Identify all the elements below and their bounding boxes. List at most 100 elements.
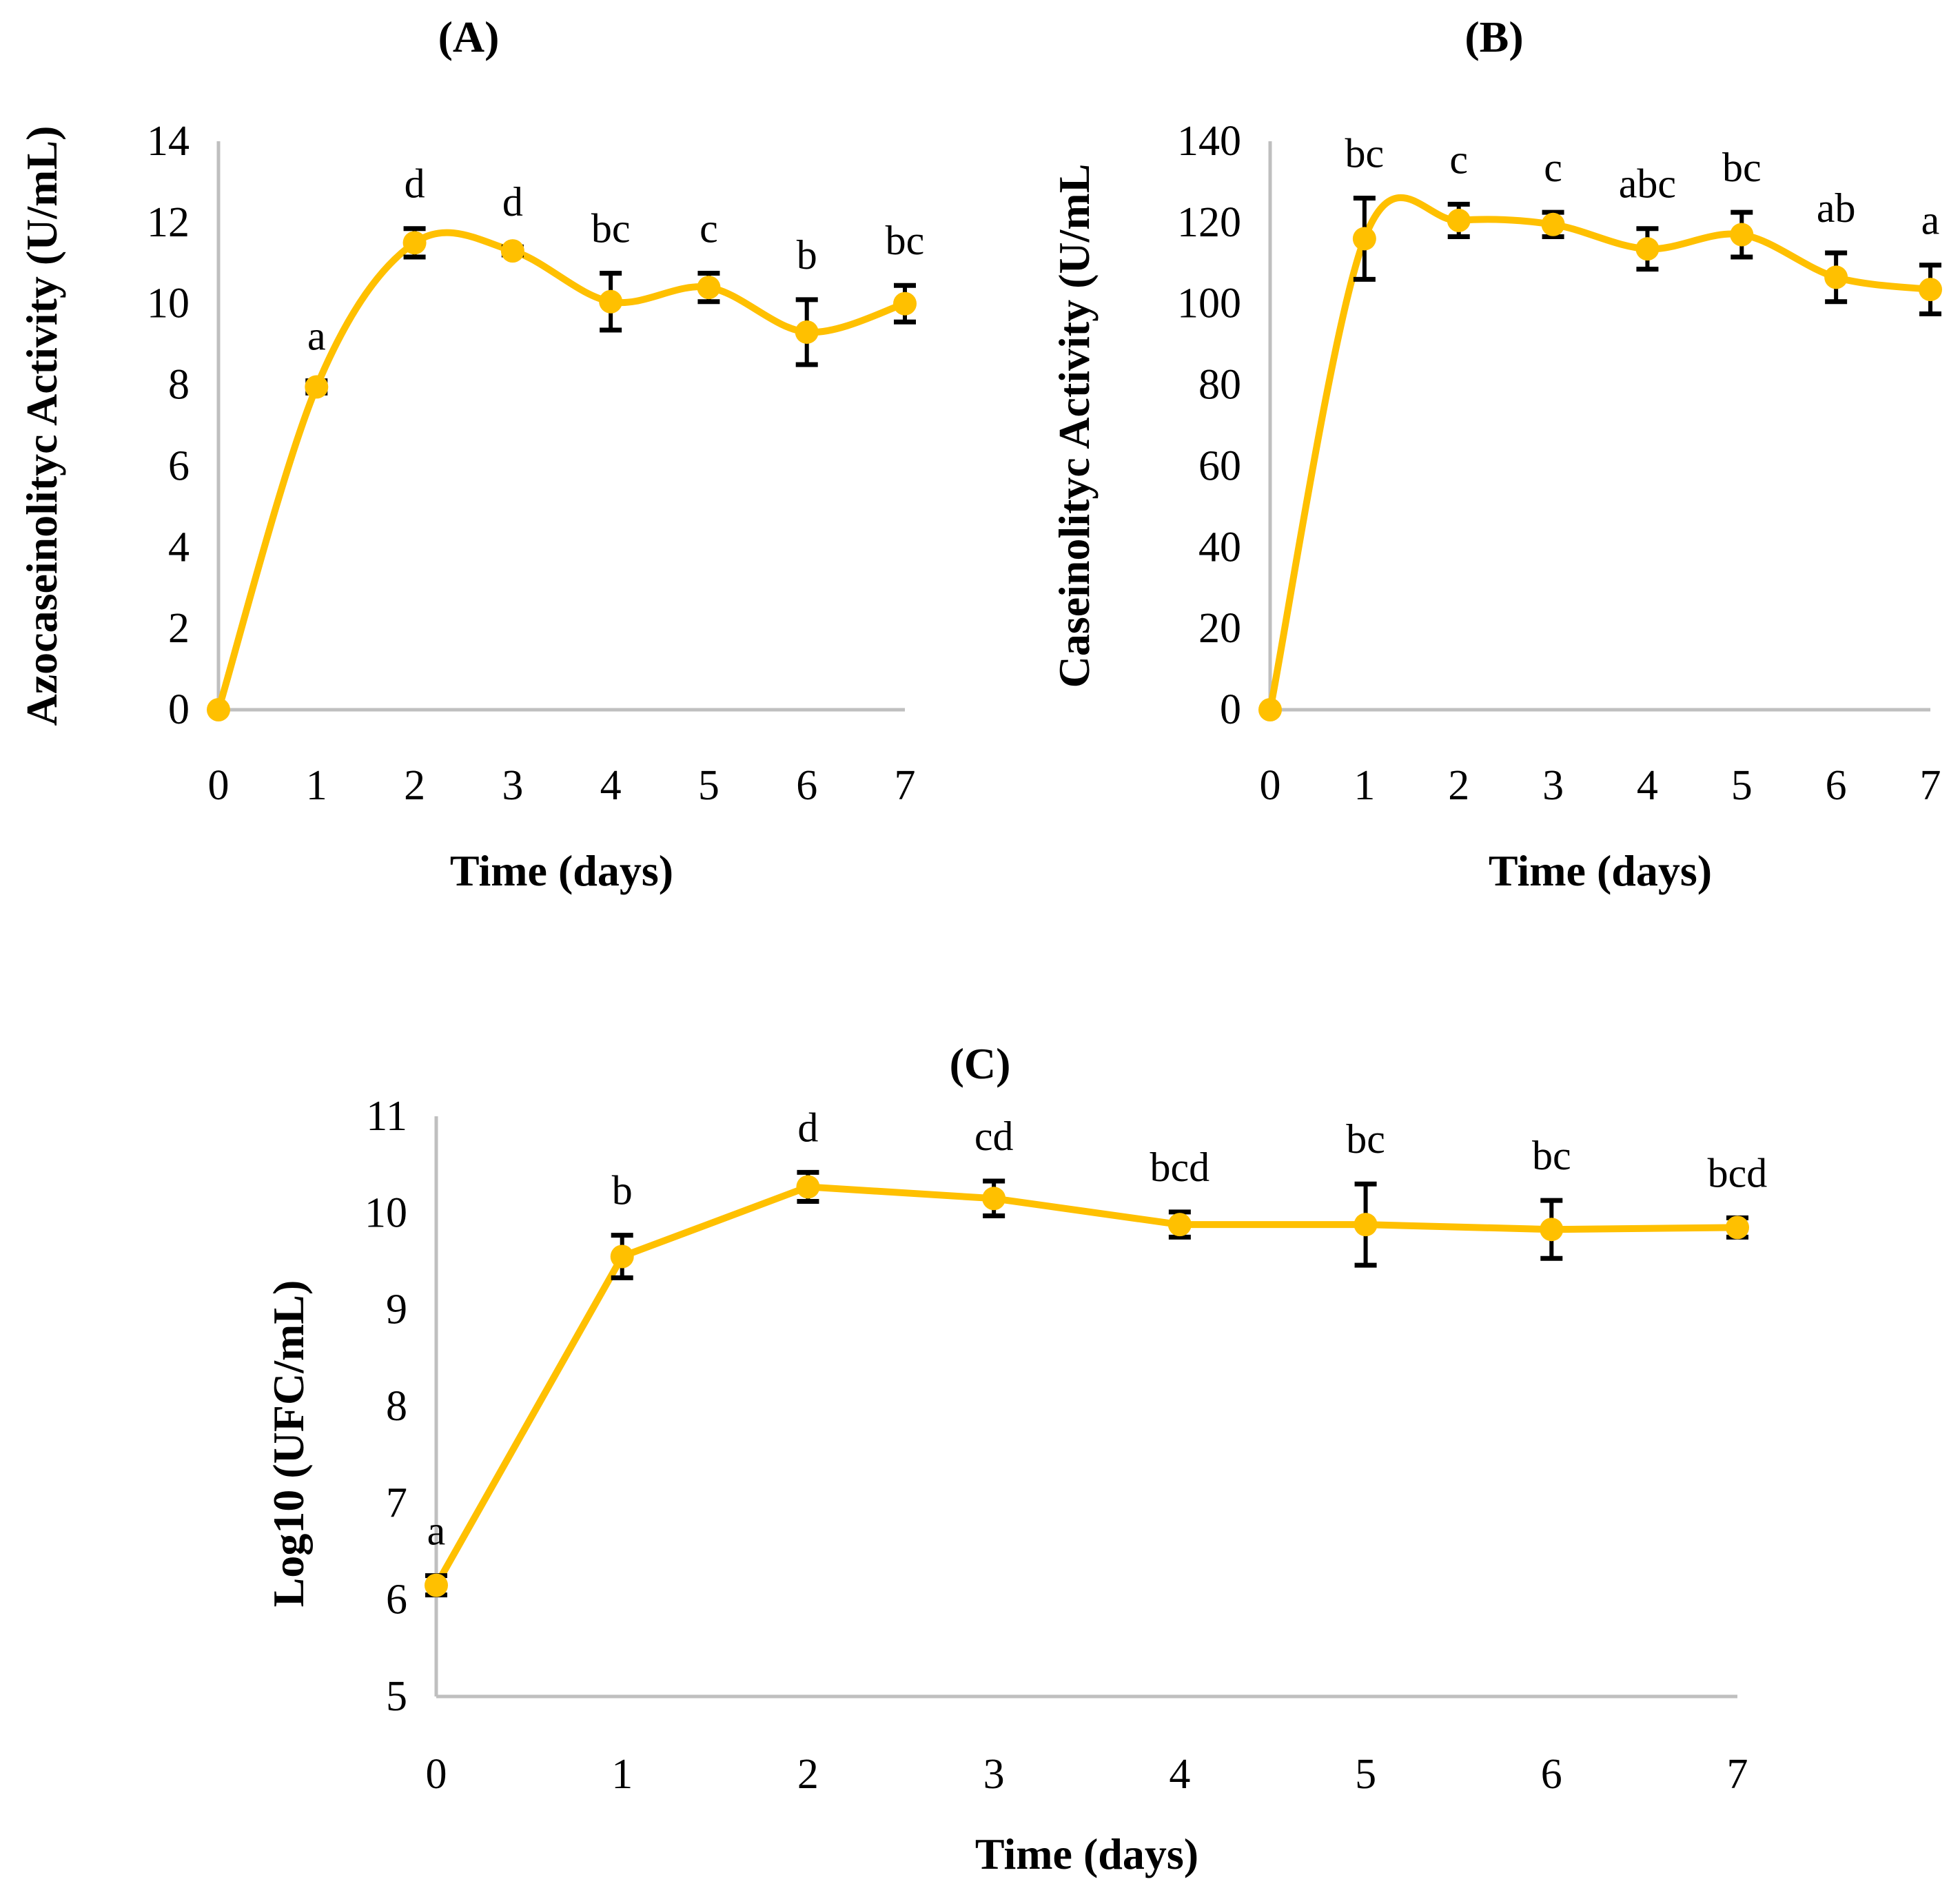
data-point	[1541, 212, 1565, 236]
significance-letter: bcd	[1150, 1145, 1210, 1190]
x-tick-label: 3	[502, 762, 523, 809]
y-tick-label: 12	[147, 199, 190, 246]
significance-letter: bc	[1722, 145, 1762, 190]
x-tick-label: 0	[426, 1751, 447, 1798]
series-line	[215, 229, 906, 711]
data-point	[1730, 223, 1754, 247]
data-point	[1352, 227, 1376, 251]
y-tick-label: 8	[386, 1383, 407, 1430]
x-axis-title: Time (days)	[1489, 846, 1712, 895]
chart-panel-c: (C) Time (days) Log10 (UFC/mL) 5 6 7 8 9 10 11 0 1 2…	[264, 1039, 1767, 1878]
x-tick-label: 5	[698, 762, 719, 809]
y-tick-label: 14	[147, 118, 190, 165]
y-tick-label: 120	[1177, 199, 1241, 246]
x-tick-label: 6	[796, 762, 817, 809]
data-point	[402, 231, 427, 255]
x-tick-label: 1	[306, 762, 327, 809]
x-tick-label: 3	[1542, 762, 1564, 809]
x-axis-title: Time (days)	[975, 1829, 1198, 1878]
x-tick-label: 0	[1260, 762, 1281, 809]
x-tick-label: 3	[983, 1751, 1005, 1798]
significance-letter: d	[405, 161, 425, 207]
significance-letter: abc	[1619, 161, 1676, 207]
data-point	[305, 375, 329, 399]
significance-letter: bc	[1532, 1133, 1571, 1178]
x-tick-label: 6	[1826, 762, 1847, 809]
significance-letter: b	[797, 232, 817, 278]
significance-letter: c	[1449, 136, 1468, 182]
x-axis-title: Time (days)	[450, 846, 673, 895]
x-tick-label: 7	[1920, 762, 1941, 809]
data-point	[796, 1175, 820, 1199]
chart-panel-b: (B) Time (days) Caseinolityc Activity (U/m…	[1050, 12, 1942, 895]
x-tick-label: 5	[1731, 762, 1753, 809]
data-point	[1919, 278, 1942, 302]
y-tick-label: 20	[1198, 605, 1241, 652]
x-tick-label: 1	[611, 1751, 633, 1798]
y-tick-label: 0	[1220, 686, 1241, 733]
significance-letter: bcd	[1708, 1150, 1768, 1196]
y-axis-title: Caseinolityc Activity (U/mL	[1050, 164, 1099, 688]
significance-letter: cd	[974, 1114, 1014, 1159]
y-tick-label: 6	[386, 1577, 407, 1623]
significance-letter: bc	[1346, 1116, 1385, 1162]
data-point	[1540, 1218, 1564, 1242]
x-tick-label: 4	[600, 762, 622, 809]
chart-panel-a: (A) Time (days) Azocaseinolityc Activity (…	[17, 12, 924, 895]
y-tick-label: 7	[386, 1479, 407, 1526]
data-point	[425, 1573, 448, 1597]
significance-letter: a	[427, 1508, 446, 1554]
y-tick-label: 10	[365, 1189, 407, 1236]
data-point	[610, 1244, 634, 1269]
y-tick-label: 100	[1177, 280, 1241, 327]
significance-letter: bc	[886, 218, 925, 263]
y-axis-title: Log10 (UFC/mL)	[264, 1280, 313, 1608]
y-axis-title: Azocaseinolityc Activity (U/mL)	[17, 126, 66, 726]
y-tick-label: 80	[1198, 362, 1241, 409]
x-tick-label: 0	[208, 762, 229, 809]
y-tick-label: 5	[386, 1673, 407, 1720]
data-point	[207, 698, 230, 721]
x-tick-label: 4	[1169, 1751, 1190, 1798]
x-tick-label: 4	[1637, 762, 1658, 809]
chart-title: (A)	[438, 12, 500, 61]
data-point	[599, 289, 623, 314]
x-tick-label: 2	[1448, 762, 1469, 809]
x-tick-label: 2	[797, 1751, 819, 1798]
data-point	[1258, 698, 1282, 721]
y-tick-label: 6	[168, 442, 190, 489]
data-point	[1824, 265, 1848, 289]
data-point	[893, 291, 917, 316]
x-tick-label: 7	[1727, 1751, 1748, 1798]
x-tick-label: 5	[1355, 1751, 1376, 1798]
x-tick-label: 7	[895, 762, 916, 809]
data-point	[1167, 1213, 1192, 1237]
significance-letter: a	[307, 314, 326, 359]
y-tick-label: 0	[168, 686, 190, 733]
significance-letter: b	[612, 1168, 633, 1213]
significance-letter: bc	[591, 206, 631, 252]
significance-letter: a	[1921, 198, 1940, 243]
data-point	[795, 320, 819, 344]
significance-letter: ab	[1817, 185, 1856, 231]
significance-letter: bc	[1345, 131, 1385, 176]
data-point	[1447, 208, 1471, 232]
data-point	[982, 1187, 1006, 1211]
chart-title: (B)	[1464, 12, 1523, 61]
significance-letter: c	[700, 206, 718, 252]
significance-letter: c	[1544, 145, 1562, 190]
y-tick-label: 11	[366, 1093, 407, 1140]
y-tick-label: 140	[1177, 118, 1241, 165]
data-point	[1726, 1216, 1749, 1240]
y-tick-label: 2	[168, 605, 190, 652]
y-tick-label: 8	[168, 362, 190, 409]
x-tick-label: 2	[404, 762, 425, 809]
chart-title: (C)	[950, 1039, 1011, 1088]
data-point	[697, 276, 721, 300]
data-point	[1354, 1213, 1378, 1237]
y-tick-label: 10	[147, 280, 190, 327]
data-point	[500, 239, 524, 263]
series-line	[433, 1183, 1738, 1588]
y-tick-label: 9	[386, 1286, 407, 1333]
